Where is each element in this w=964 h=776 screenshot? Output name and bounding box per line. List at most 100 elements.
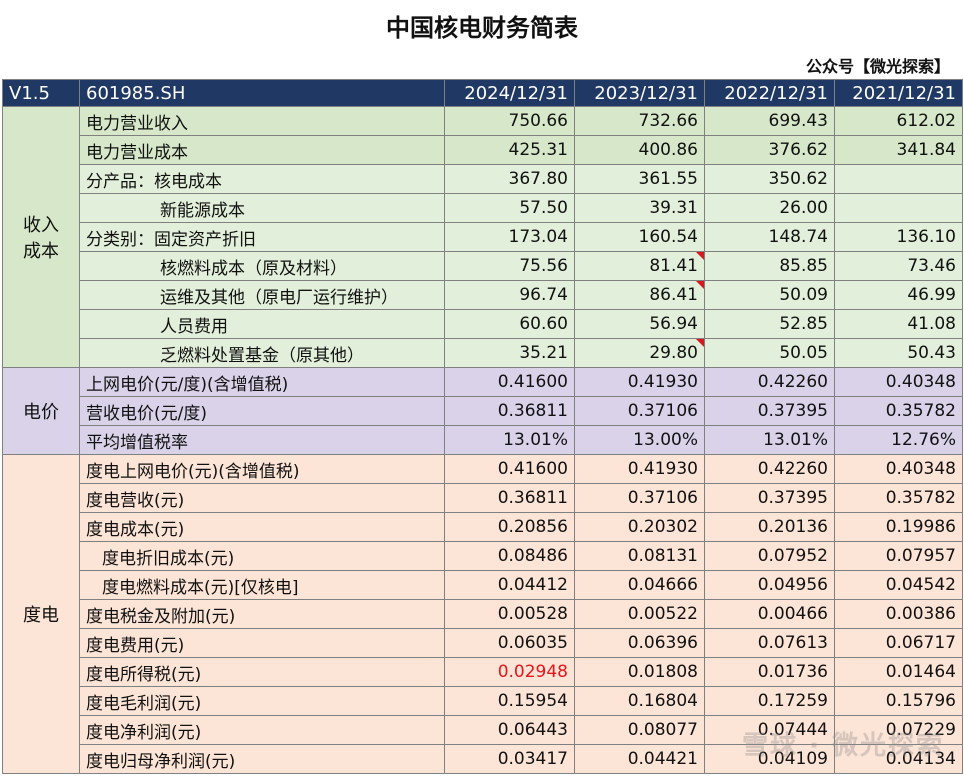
value-cell: 12.76% bbox=[834, 425, 963, 455]
value-cell: 26.00 bbox=[704, 193, 835, 223]
row-label: 上网电价(元/度)(含增值税) bbox=[79, 367, 445, 397]
row-label: 核燃料成本（原及材料） bbox=[79, 251, 445, 281]
value-cell: 13.01% bbox=[444, 425, 575, 455]
row-label: 运维及其他（原电厂运行维护） bbox=[79, 280, 445, 310]
value-cell: 50.09 bbox=[704, 280, 835, 310]
page-subtitle: 公众号【微光探索】 bbox=[805, 57, 950, 76]
date-header: 2023/12/31 bbox=[574, 79, 705, 107]
value-cell: 0.15954 bbox=[444, 686, 575, 716]
row-label: 度电营收(元) bbox=[79, 483, 445, 513]
row-label: 营收电价(元/度) bbox=[79, 396, 445, 426]
value-cell: 0.40348 bbox=[834, 367, 963, 397]
date-header: 2024/12/31 bbox=[444, 79, 575, 107]
value-cell: 0.08486 bbox=[444, 541, 575, 571]
value-cell: 0.16804 bbox=[574, 686, 705, 716]
financial-table: V1.5 601985.SH 2024/12/31 2023/12/31 202… bbox=[2, 79, 963, 774]
row-label: 度电所得税(元) bbox=[79, 657, 445, 687]
value-cell: 52.85 bbox=[704, 309, 835, 339]
value-cell: 0.15796 bbox=[834, 686, 963, 716]
value-cell: 0.04666 bbox=[574, 570, 705, 600]
value-cell: 0.06717 bbox=[834, 628, 963, 658]
value-cell: 148.74 bbox=[704, 222, 835, 252]
value-cell: 56.94 bbox=[574, 309, 705, 339]
value-cell: 0.41600 bbox=[444, 367, 575, 397]
value-cell: 0.08077 bbox=[574, 715, 705, 745]
value-cell: 341.84 bbox=[834, 135, 963, 165]
value-cell: 0.04542 bbox=[834, 570, 963, 600]
table-row: 度电净利润(元) 0.06443 0.08077 0.07444 0.07229 bbox=[3, 715, 963, 745]
row-label: 度电归母净利润(元) bbox=[79, 744, 445, 774]
value-cell-commented: 86.41 bbox=[574, 280, 705, 310]
table-row: 分类别：固定资产折旧 173.04 160.54 148.74 136.10 bbox=[3, 222, 963, 252]
value-cell: 0.35782 bbox=[834, 396, 963, 426]
value-cell: 13.01% bbox=[704, 425, 835, 455]
table-row: 度电归母净利润(元) 0.03417 0.04421 0.04109 0.041… bbox=[3, 744, 963, 774]
value-cell: 0.37106 bbox=[574, 396, 705, 426]
value-cell: 0.01808 bbox=[574, 657, 705, 687]
value-cell: 50.05 bbox=[704, 338, 835, 368]
value-cell bbox=[834, 193, 963, 223]
table-row: 度电毛利润(元) 0.15954 0.16804 0.17259 0.15796 bbox=[3, 686, 963, 716]
value-cell: 96.74 bbox=[444, 280, 575, 310]
value-cell: 0.00522 bbox=[574, 599, 705, 629]
value-cell: 0.20856 bbox=[444, 512, 575, 542]
value-cell: 41.08 bbox=[834, 309, 963, 339]
table-row: 度电税金及附加(元) 0.00528 0.00522 0.00466 0.003… bbox=[3, 599, 963, 629]
value-cell: 0.07952 bbox=[704, 541, 835, 571]
table-row: 度电成本(元) 0.20856 0.20302 0.20136 0.19986 bbox=[3, 512, 963, 542]
value-cell: 0.41600 bbox=[444, 454, 575, 484]
row-label: 度电燃料成本(元)[仅核电] bbox=[79, 570, 445, 600]
stock-code-cell: 601985.SH bbox=[79, 79, 445, 107]
table-row: 平均增值税率 13.01% 13.00% 13.01% 12.76% bbox=[3, 425, 963, 455]
row-label: 乏燃料处置基金（原其他） bbox=[79, 338, 445, 368]
group-label-per-kwh: 度电 bbox=[2, 454, 80, 774]
value-cell: 136.10 bbox=[834, 222, 963, 252]
table-row: 乏燃料处置基金（原其他） 35.21 29.80 50.05 50.43 bbox=[3, 338, 963, 368]
value-cell: 35.21 bbox=[444, 338, 575, 368]
value-cell: 425.31 bbox=[444, 135, 575, 165]
value-cell: 60.60 bbox=[444, 309, 575, 339]
value-cell: 73.46 bbox=[834, 251, 963, 281]
table-row: 收入 成本 电力营业收入 750.66 732.66 699.43 612.02 bbox=[2, 106, 963, 368]
value-cell: 50.43 bbox=[834, 338, 963, 368]
value-cell: 85.85 bbox=[704, 251, 835, 281]
value-cell: 0.04109 bbox=[704, 744, 835, 774]
value-cell: 0.08131 bbox=[574, 541, 705, 571]
value-cell: 0.00466 bbox=[704, 599, 835, 629]
value-cell: 0.35782 bbox=[834, 483, 963, 513]
value-cell-commented: 29.80 bbox=[574, 338, 705, 368]
table-row: 度电折旧成本(元) 0.08486 0.08131 0.07952 0.0795… bbox=[3, 541, 963, 571]
value-cell: 0.19986 bbox=[834, 512, 963, 542]
value-cell: 750.66 bbox=[444, 106, 575, 136]
value-cell: 0.06396 bbox=[574, 628, 705, 658]
row-label: 度电净利润(元) bbox=[79, 715, 445, 745]
value-cell-highlighted: 0.02948 bbox=[444, 657, 575, 687]
table-row: 电力营业成本 425.31 400.86 376.62 341.84 bbox=[3, 135, 963, 165]
value-cell: 367.80 bbox=[444, 164, 575, 194]
value-cell: 0.20302 bbox=[574, 512, 705, 542]
table-row: 营收电价(元/度) 0.36811 0.37106 0.37395 0.3578… bbox=[3, 396, 963, 426]
value-cell: 13.00% bbox=[574, 425, 705, 455]
row-label: 电力营业收入 bbox=[79, 106, 445, 136]
value-cell: 0.36811 bbox=[444, 396, 575, 426]
row-label: 平均增值税率 bbox=[79, 425, 445, 455]
table-row: 度电费用(元) 0.06035 0.06396 0.07613 0.06717 bbox=[3, 628, 963, 658]
value-cell: 0.01736 bbox=[704, 657, 835, 687]
watermark: 雪球 · 微光探索 bbox=[742, 731, 944, 761]
value-cell: 0.41930 bbox=[574, 454, 705, 484]
value-cell: 0.40348 bbox=[834, 454, 963, 484]
value-cell: 0.07957 bbox=[834, 541, 963, 571]
value-cell: 350.62 bbox=[704, 164, 835, 194]
value-cell: 0.07613 bbox=[704, 628, 835, 658]
value-cell: 160.54 bbox=[574, 222, 705, 252]
date-header: 2022/12/31 bbox=[704, 79, 835, 107]
row-label: 新能源成本 bbox=[79, 193, 445, 223]
version-cell: V1.5 bbox=[2, 79, 80, 107]
value-cell-commented: 81.41 bbox=[574, 251, 705, 281]
row-label: 度电毛利润(元) bbox=[79, 686, 445, 716]
value-cell: 0.06443 bbox=[444, 715, 575, 745]
value-cell: 0.17259 bbox=[704, 686, 835, 716]
value-cell: 0.00528 bbox=[444, 599, 575, 629]
row-label: 度电税金及附加(元) bbox=[79, 599, 445, 629]
value-cell: 0.04956 bbox=[704, 570, 835, 600]
